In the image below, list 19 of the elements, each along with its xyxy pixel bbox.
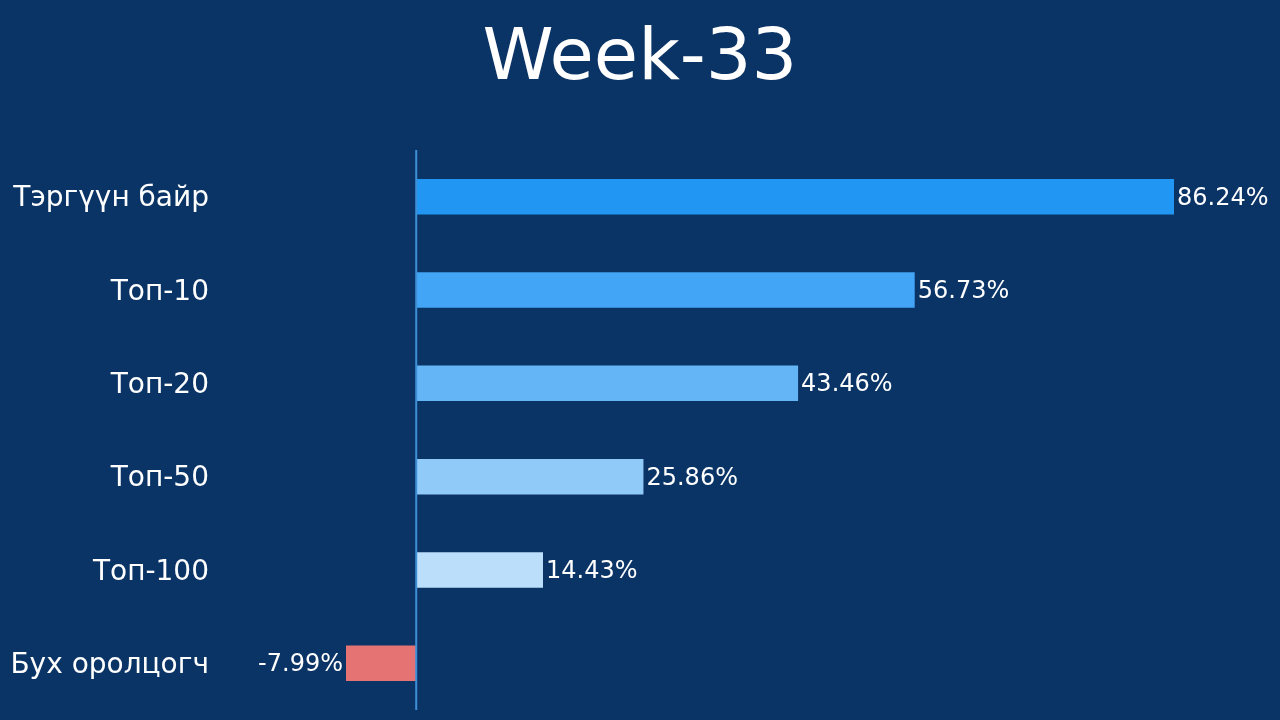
y-tick-label: Топ-20 [109,367,209,401]
bar [416,178,1174,215]
bar [416,272,915,308]
chart-title: Week-33 [482,12,798,97]
y-tick-label: Топ-50 [109,460,209,494]
y-tick-label: Топ-100 [91,553,209,587]
y-tick-label: Топ-10 [109,273,209,307]
y-tick-label: Тэргүүн байр [12,180,209,214]
data-label: 56.73% [917,276,1010,304]
data-label: 43.46% [801,369,893,398]
data-label: 86.24% [1177,182,1269,211]
bar [416,458,644,495]
bar [346,645,417,682]
data-label: -7.99% [258,649,343,678]
y-tick-label: Бух оролцогч [10,647,209,681]
data-label: 14.43% [546,556,638,584]
bar [416,365,799,402]
data-label: 25.86% [646,462,738,491]
bar [416,552,543,588]
